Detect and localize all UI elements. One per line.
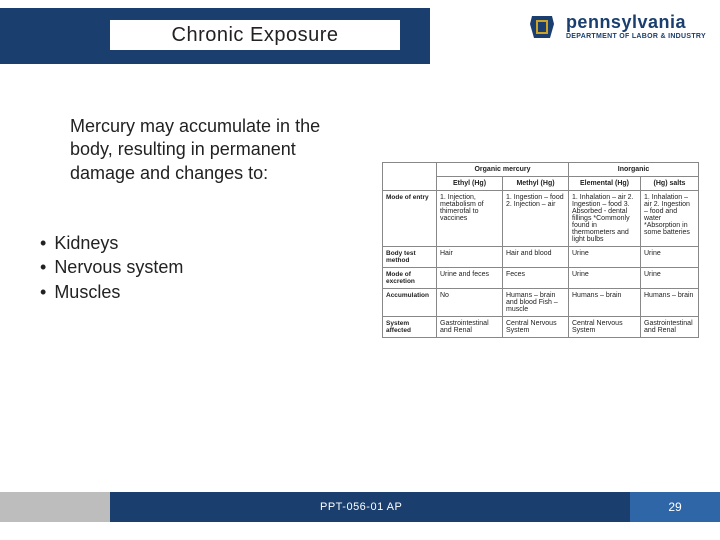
table-cell: Urine and feces: [437, 268, 503, 289]
table-cell: Hair: [437, 247, 503, 268]
list-item: • Muscles: [40, 280, 360, 304]
table-row: Accumulation No Humans – brain and blood…: [383, 289, 699, 317]
footer-page-number: 29: [630, 492, 720, 522]
logo-state: pennsylvania: [566, 13, 706, 31]
table-cell: 1. Ingestion – food 2. Injection – air: [503, 191, 569, 247]
table-cell: Urine: [641, 268, 699, 289]
col-header: Elemental (Hg): [569, 177, 641, 191]
pa-logo: pennsylvania DEPARTMENT OF LABOR & INDUS…: [524, 8, 706, 44]
footer-left-block: [0, 492, 110, 522]
table-cell: 1. Inhalation – air 2. Ingestion – food …: [641, 191, 699, 247]
table-row: Body test method Hair Hair and blood Uri…: [383, 247, 699, 268]
keystone-icon: [524, 8, 560, 44]
table-cell: Urine: [569, 268, 641, 289]
col-header: Ethyl (Hg): [437, 177, 503, 191]
table-cell: Humans – brain: [641, 289, 699, 317]
table-cell: Urine: [569, 247, 641, 268]
group-header-inorganic: Inorganic: [569, 163, 699, 177]
slide-title: Chronic Exposure: [110, 20, 400, 50]
bullet-text: Muscles: [54, 280, 120, 304]
logo-text: pennsylvania DEPARTMENT OF LABOR & INDUS…: [566, 13, 706, 40]
row-header: Mode of entry: [383, 191, 437, 247]
table-cell: Humans – brain and blood Fish – muscle: [503, 289, 569, 317]
row-header: Mode of excretion: [383, 268, 437, 289]
footer-doc-id: PPT-056-01 AP: [110, 492, 630, 522]
bullet-icon: •: [40, 231, 46, 255]
bullet-text: Kidneys: [54, 231, 118, 255]
table-cell: Hair and blood: [503, 247, 569, 268]
table-cell: No: [437, 289, 503, 317]
list-item: • Nervous system: [40, 255, 360, 279]
row-header: Accumulation: [383, 289, 437, 317]
footer-band: PPT-056-01 AP 29: [0, 492, 720, 522]
title-block: Chronic Exposure: [0, 8, 430, 64]
table-row: Mode of entry 1. Injection, metabolism o…: [383, 191, 699, 247]
bullet-icon: •: [40, 255, 46, 279]
table-row: System affected Gastrointestinal and Ren…: [383, 317, 699, 338]
bullet-text: Nervous system: [54, 255, 183, 279]
title-underline: [110, 50, 400, 53]
content-area: Mercury may accumulate in the body, resu…: [70, 115, 360, 304]
table-cell: 1. Inhalation – air 2. Ingestion – food …: [569, 191, 641, 247]
mercury-table-container: Organic mercury Inorganic Ethyl (Hg) Met…: [382, 162, 698, 338]
table-corner: [383, 163, 437, 191]
list-item: • Kidneys: [40, 231, 360, 255]
table-row: Mode of excretion Urine and feces Feces …: [383, 268, 699, 289]
table-cell: Urine: [641, 247, 699, 268]
col-header: (Hg) salts: [641, 177, 699, 191]
table-cell: Gastrointestinal and Renal: [437, 317, 503, 338]
logo-department: DEPARTMENT OF LABOR & INDUSTRY: [566, 33, 706, 40]
table-cell: Feces: [503, 268, 569, 289]
bullet-icon: •: [40, 280, 46, 304]
table-cell: Central Nervous System: [503, 317, 569, 338]
table-cell: Central Nervous System: [569, 317, 641, 338]
table-cell: Gastrointestinal and Renal: [641, 317, 699, 338]
mercury-table: Organic mercury Inorganic Ethyl (Hg) Met…: [382, 162, 699, 338]
table-row: Organic mercury Inorganic: [383, 163, 699, 177]
bullet-list: • Kidneys • Nervous system • Muscles: [40, 231, 360, 304]
table-cell: 1. Injection, metabolism of thimerofal t…: [437, 191, 503, 247]
group-header-organic: Organic mercury: [437, 163, 569, 177]
row-header: Body test method: [383, 247, 437, 268]
col-header: Methyl (Hg): [503, 177, 569, 191]
row-header: System affected: [383, 317, 437, 338]
table-cell: Humans – brain: [569, 289, 641, 317]
intro-text: Mercury may accumulate in the body, resu…: [70, 115, 360, 185]
